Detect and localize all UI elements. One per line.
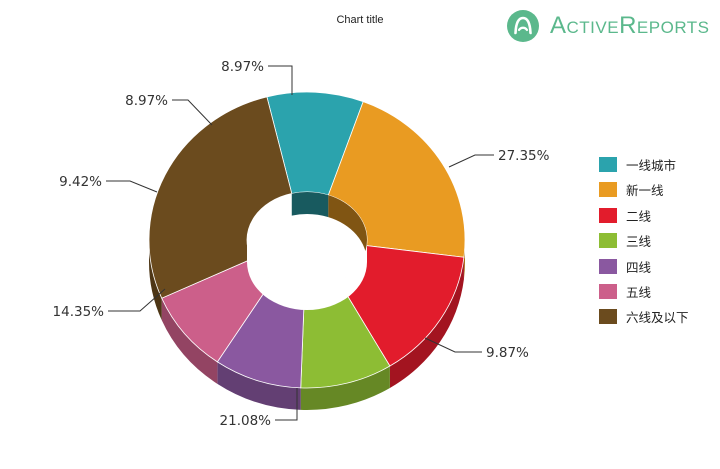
data-label: 27.35% xyxy=(498,148,550,164)
hole-wall xyxy=(291,191,329,218)
hole-front xyxy=(247,240,367,310)
data-label: 14.35% xyxy=(53,304,105,320)
data-label: 8.97% xyxy=(125,93,168,109)
data-label: 9.42% xyxy=(59,174,102,190)
legend-swatch xyxy=(599,258,617,274)
legend-item[interactable]: 一线城市 xyxy=(599,156,689,173)
data-label: 8.97% xyxy=(221,59,264,75)
legend-swatch xyxy=(599,182,617,198)
legend-swatch xyxy=(599,157,617,172)
legend-item[interactable]: 三线 xyxy=(599,232,689,249)
legend-label: 六线及以下 xyxy=(626,310,689,326)
leader-line xyxy=(108,288,166,312)
leader-line xyxy=(275,388,298,421)
legend-label: 二线 xyxy=(626,208,652,224)
legend-swatch xyxy=(599,207,617,223)
legend-label: 五线 xyxy=(626,284,652,300)
brand-logo: ACTIVEREPORTS xyxy=(506,9,710,43)
legend-label: 四线 xyxy=(626,259,652,275)
legend: 一线城市新一线二线三线四线五线六线及以下 xyxy=(599,156,689,334)
legend-swatch xyxy=(599,233,617,249)
leader-line xyxy=(448,154,494,168)
hole-wall xyxy=(328,195,367,262)
slice-7 xyxy=(148,96,293,299)
legend-label: 一线城市 xyxy=(626,158,677,173)
donut-top-layer xyxy=(148,91,466,389)
legend-item[interactable]: 二线 xyxy=(599,207,689,224)
legend-label: 三线 xyxy=(626,234,652,250)
slice-depth xyxy=(389,257,464,389)
legend-swatch xyxy=(599,283,617,299)
legend-label: 新一线 xyxy=(626,183,664,199)
leader-line xyxy=(106,180,158,193)
activereports-logo-icon xyxy=(507,10,539,42)
leader-line xyxy=(424,337,482,353)
legend-swatch xyxy=(599,309,617,325)
legend-item[interactable]: 六线及以下 xyxy=(599,308,689,325)
slice-depth xyxy=(149,240,162,321)
brand-wordmark: ACTIVEREPORTS xyxy=(550,12,710,39)
data-label: 21.08% xyxy=(220,413,272,429)
legend-item[interactable]: 五线 xyxy=(599,283,689,300)
slice-depth xyxy=(161,298,218,384)
legend-item[interactable]: 新一线 xyxy=(599,181,689,198)
slice-depth xyxy=(217,361,301,410)
leader-line xyxy=(268,65,293,95)
chart-title: Chart title xyxy=(336,14,384,26)
legend-item[interactable]: 四线 xyxy=(599,258,689,275)
data-label-layer: 9.87% 21.08% 14.35% 9.42% 8.97% 8.97% 27.35% xyxy=(53,59,550,429)
leader-line xyxy=(172,99,213,126)
data-label: 9.87% xyxy=(486,345,529,361)
